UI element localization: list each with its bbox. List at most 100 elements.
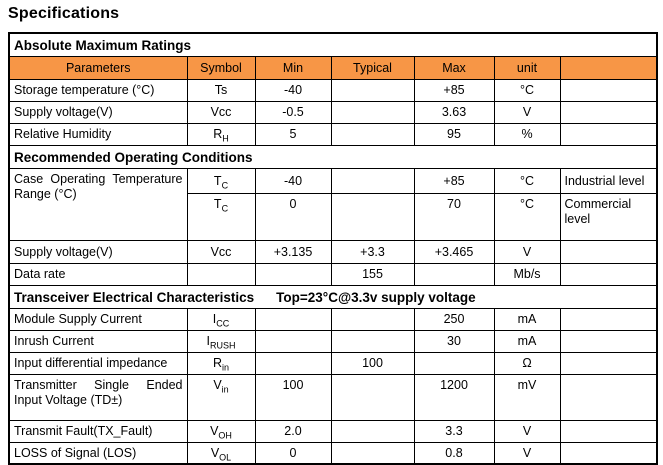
typical-cell [330,330,415,353]
max-cell: 70 [413,193,495,241]
max-cell [413,352,495,375]
column-header-parameters: Parameters [8,56,188,80]
table-row: Transmit Fault(TX_Fault) VOH 2.0 3.3 V [8,420,658,443]
column-header-typical: Typical [330,56,415,80]
note-cell [559,123,658,146]
section-header-row: Recommended Operating Conditions [8,145,658,169]
column-header-note [559,56,658,80]
section-header-row: Transceiver Electrical Characteristics To… [8,285,658,309]
min-cell: 0 [254,193,332,241]
unit-cell: V [493,101,561,124]
min-cell: -40 [254,168,332,194]
min-cell: 100 [254,374,332,421]
column-header-symbol: Symbol [186,56,256,80]
typical-cell [330,442,415,465]
symbol-cell [186,263,256,286]
table-row: Data rate 155 Mb/s [8,263,658,286]
note-cell [559,420,658,443]
param-cell: Transmit Fault(TX_Fault) [8,420,188,443]
min-cell [254,330,332,353]
param-cell: Inrush Current [8,330,188,353]
table-row: Transmitter Single Ended Input Voltage (… [8,374,658,421]
max-cell [413,263,495,286]
symbol-cell: RH [186,123,256,146]
table-row: Storage temperature (°C) Ts -40 +85 °C [8,79,658,102]
param-cell: LOSS of Signal (LOS) [8,442,188,465]
table-row: Module Supply Current ICC 250 mA [8,308,658,331]
symbol-cell: Rin [186,352,256,375]
min-cell: -40 [254,79,332,102]
column-header-unit: unit [493,56,561,80]
param-cell: Supply voltage(V) [8,240,188,264]
table-row: Input differential impedance Rin 100 Ω [8,352,658,375]
typical-cell [330,193,415,241]
unit-cell: V [493,442,561,465]
section-title: Transceiver Electrical Characteristics [14,289,255,305]
symbol-cell: Ts [186,79,256,102]
symbol-cell: Vcc [186,101,256,124]
column-header-min: Min [254,56,332,80]
unit-cell: mA [493,308,561,331]
table-row: Inrush Current IRUSH 30 mA [8,330,658,353]
unit-cell: % [493,123,561,146]
table-row: Supply voltage(V) Vcc -0.5 3.63 V [8,101,658,124]
symbol-cell: TC [186,193,256,241]
unit-cell: Mb/s [493,263,561,286]
section-condition: Top=23°C@3.3v supply voltage [276,289,476,305]
max-cell: +3.465 [413,240,495,264]
symbol-cell: ICC [186,308,256,331]
min-cell: 5 [254,123,332,146]
min-cell: 2.0 [254,420,332,443]
note-cell: Commercial level [559,193,658,241]
param-cell: Case Operating Temperature Range (°C) [8,168,188,241]
typical-cell [330,308,415,331]
min-cell [254,263,332,286]
unit-cell: V [493,240,561,264]
table-row: TC 0 70 °C Commercial level [9,193,658,241]
specifications-table: Absolute Maximum Ratings Parameters Symb… [8,32,658,465]
table-row: Relative Humidity RH 5 95 % [8,123,658,146]
typical-cell [330,420,415,443]
section-title-with-condition: Transceiver Electrical Characteristics To… [8,285,658,309]
max-cell: +85 [413,79,495,102]
typical-cell: +3.3 [330,240,415,264]
typical-cell [330,168,415,194]
table-row: LOSS of Signal (LOS) VOL 0 0.8 V [8,442,658,465]
specifications-page: Specifications Absolute Maximum Ratings … [0,5,663,465]
param-cell: Relative Humidity [8,123,188,146]
unit-cell: mA [493,330,561,353]
param-cell: Transmitter Single Ended Input Voltage (… [8,374,188,421]
param-cell: Supply voltage(V) [8,101,188,124]
note-cell [559,308,658,331]
symbol-cell: Vin [186,374,256,421]
unit-cell: mV [493,374,561,421]
section-header-row: Absolute Maximum Ratings [8,32,658,57]
param-cell: Data rate [8,263,188,286]
param-cell: Module Supply Current [8,308,188,331]
note-cell [559,330,658,353]
note-cell [559,263,658,286]
typical-cell [330,101,415,124]
unit-cell: V [493,420,561,443]
note-cell [559,374,658,421]
section-title: Absolute Maximum Ratings [8,32,658,57]
min-cell [254,308,332,331]
unit-cell: Ω [493,352,561,375]
note-cell [559,79,658,102]
min-cell: 0 [254,442,332,465]
max-cell: 95 [413,123,495,146]
unit-cell: °C [493,193,561,241]
max-cell: 1200 [413,374,495,421]
min-cell: -0.5 [254,101,332,124]
max-cell: 0.8 [413,442,495,465]
max-cell: 3.63 [413,101,495,124]
note-cell [559,240,658,264]
min-cell: +3.135 [254,240,332,264]
param-cell: Input differential impedance [8,352,188,375]
max-cell: 30 [413,330,495,353]
typical-cell [330,123,415,146]
max-cell: 250 [413,308,495,331]
symbol-cell: TC [186,168,256,194]
table-row: Supply voltage(V) Vcc +3.135 +3.3 +3.465… [8,240,658,264]
typical-cell: 155 [330,263,415,286]
